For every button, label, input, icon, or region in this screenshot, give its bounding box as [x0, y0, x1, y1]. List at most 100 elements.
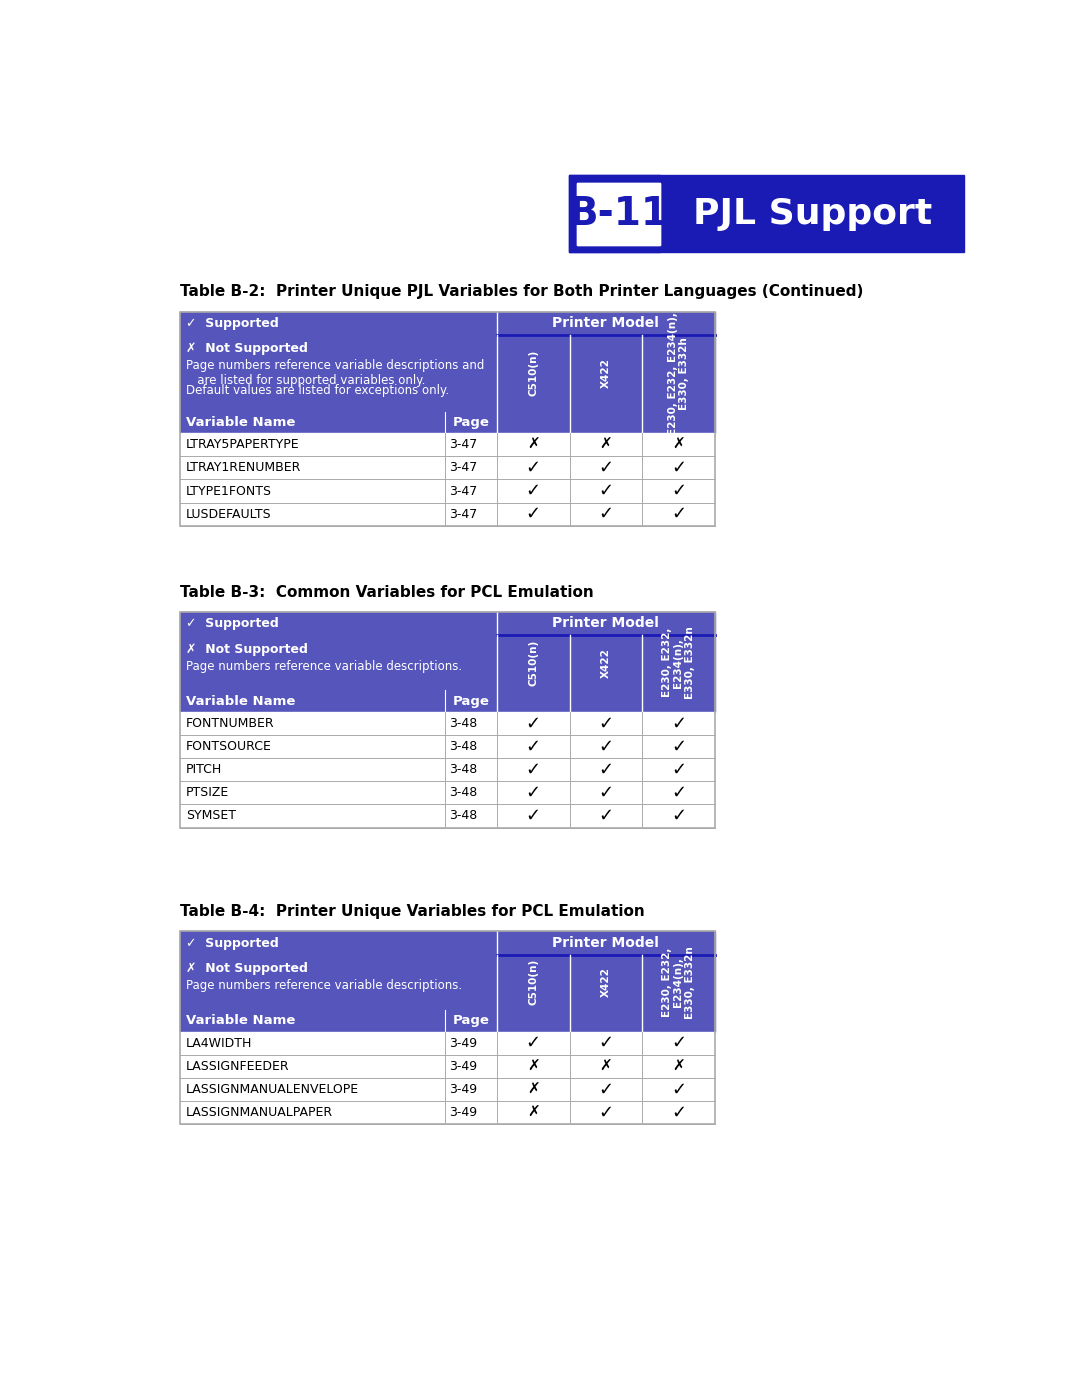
Bar [577, 183, 661, 244]
Text: Page: Page [453, 1014, 489, 1027]
Bar [180, 805, 715, 827]
Text: 3-48: 3-48 [449, 717, 477, 731]
Text: ✓: ✓ [526, 761, 541, 778]
Text: ✓: ✓ [526, 506, 541, 522]
Text: C510(n): C510(n) [528, 960, 538, 1006]
Text: 3-48: 3-48 [449, 787, 477, 799]
Text: 3-47: 3-47 [449, 485, 477, 497]
Text: Page numbers reference variable descriptions.: Page numbers reference variable descript… [186, 659, 462, 673]
Text: ✓: ✓ [598, 761, 613, 778]
Text: ✓  Supported: ✓ Supported [186, 617, 279, 630]
Bar [577, 183, 661, 244]
Text: ✓: ✓ [598, 784, 613, 802]
Text: B-11: B-11 [568, 194, 669, 233]
Text: ✓: ✓ [598, 460, 613, 476]
Bar [180, 735, 715, 759]
Text: ✗: ✗ [672, 1059, 685, 1074]
Text: ✓: ✓ [598, 715, 613, 732]
Bar [180, 335, 715, 433]
Text: LASSIGNFEEDER: LASSIGNFEEDER [186, 1060, 289, 1073]
Text: E230, E232,
E234(n),
E330, E332n: E230, E232, E234(n), E330, E332n [662, 946, 696, 1018]
Text: 3-49: 3-49 [449, 1106, 477, 1119]
Text: Variable Name: Variable Name [186, 1014, 296, 1027]
Text: LASSIGNMANUALPAPER: LASSIGNMANUALPAPER [186, 1106, 334, 1119]
Text: ✓: ✓ [671, 482, 686, 500]
Bar [180, 312, 715, 335]
Text: LA4WIDTH: LA4WIDTH [186, 1037, 253, 1049]
Text: ✓: ✓ [671, 1104, 686, 1122]
Text: ✓: ✓ [598, 482, 613, 500]
Text: Printer Model: Printer Model [553, 936, 659, 950]
Text: ✓: ✓ [598, 1034, 613, 1052]
Text: 3-49: 3-49 [449, 1037, 477, 1049]
Text: Default values are listed for exceptions only.: Default values are listed for exceptions… [186, 384, 449, 397]
Text: PTSIZE: PTSIZE [186, 787, 229, 799]
Bar [180, 932, 715, 954]
Text: ✓: ✓ [598, 1080, 613, 1098]
Text: E230, E232,
E234(n),
E330, E332n: E230, E232, E234(n), E330, E332n [662, 626, 696, 698]
Bar [180, 612, 715, 636]
Text: ✗: ✗ [527, 1081, 540, 1097]
Text: Table B-4:  Printer Unique Variables for PCL Emulation: Table B-4: Printer Unique Variables for … [180, 904, 645, 919]
Bar [180, 433, 715, 457]
Bar [180, 1101, 715, 1125]
Bar [180, 1031, 715, 1055]
Text: X422: X422 [600, 648, 611, 678]
Text: Printer Model: Printer Model [553, 316, 659, 330]
Bar [180, 759, 715, 781]
Text: 3-48: 3-48 [449, 809, 477, 823]
Text: ✗: ✗ [599, 1059, 612, 1074]
Text: 3-49: 3-49 [449, 1083, 477, 1095]
Text: FONTNUMBER: FONTNUMBER [186, 717, 274, 731]
Bar [180, 612, 715, 827]
Bar [569, 176, 661, 253]
Bar [180, 781, 715, 805]
Text: LUSDEFAULTS: LUSDEFAULTS [186, 507, 272, 521]
Text: ✓: ✓ [526, 1034, 541, 1052]
Text: ✓  Supported: ✓ Supported [186, 317, 279, 330]
Text: ✓: ✓ [526, 807, 541, 826]
Text: ✓: ✓ [671, 1034, 686, 1052]
Text: ✓: ✓ [671, 506, 686, 522]
Text: ✓: ✓ [526, 482, 541, 500]
Text: ✓: ✓ [671, 715, 686, 732]
Text: 3-47: 3-47 [449, 461, 477, 475]
Bar [180, 457, 715, 479]
Text: ✗: ✗ [672, 437, 685, 453]
Text: 3-49: 3-49 [449, 1060, 477, 1073]
Text: SYMSET: SYMSET [186, 809, 237, 823]
Text: ✓: ✓ [671, 784, 686, 802]
Text: ✓: ✓ [671, 1080, 686, 1098]
Text: FONTSOURCE: FONTSOURCE [186, 740, 272, 753]
Bar [180, 954, 715, 1031]
Text: ✓: ✓ [598, 1104, 613, 1122]
Text: LASSIGNMANUALENVELOPE: LASSIGNMANUALENVELOPE [186, 1083, 360, 1095]
Text: ✓: ✓ [526, 784, 541, 802]
Text: ✗: ✗ [599, 437, 612, 453]
Text: ✓: ✓ [598, 506, 613, 522]
Text: ✗: ✗ [527, 1059, 540, 1074]
Text: ✓: ✓ [598, 807, 613, 826]
Text: X422: X422 [600, 358, 611, 388]
Text: Page numbers reference variable descriptions.: Page numbers reference variable descript… [186, 979, 462, 992]
Text: LTRAY5PAPERTYPE: LTRAY5PAPERTYPE [186, 439, 300, 451]
Bar [180, 636, 715, 712]
Text: 3-47: 3-47 [449, 439, 477, 451]
Text: ✗: ✗ [527, 1105, 540, 1120]
Text: C510(n): C510(n) [528, 640, 538, 686]
Text: Printer Model: Printer Model [553, 616, 659, 630]
Text: C510(n): C510(n) [528, 351, 538, 397]
Text: Page numbers reference variable descriptions and
   are listed for supported var: Page numbers reference variable descript… [186, 359, 485, 387]
Bar [180, 479, 715, 503]
Text: PJL Support: PJL Support [692, 197, 932, 231]
Text: ✓: ✓ [526, 738, 541, 756]
Text: ✓: ✓ [671, 761, 686, 778]
Text: LTRAY1RENUMBER: LTRAY1RENUMBER [186, 461, 301, 475]
Bar [569, 176, 964, 253]
Text: Page: Page [453, 694, 489, 708]
Text: Variable Name: Variable Name [186, 416, 296, 429]
Text: ✓: ✓ [671, 460, 686, 476]
Text: Variable Name: Variable Name [186, 694, 296, 708]
Text: ✓: ✓ [526, 460, 541, 476]
Text: ✓: ✓ [671, 807, 686, 826]
